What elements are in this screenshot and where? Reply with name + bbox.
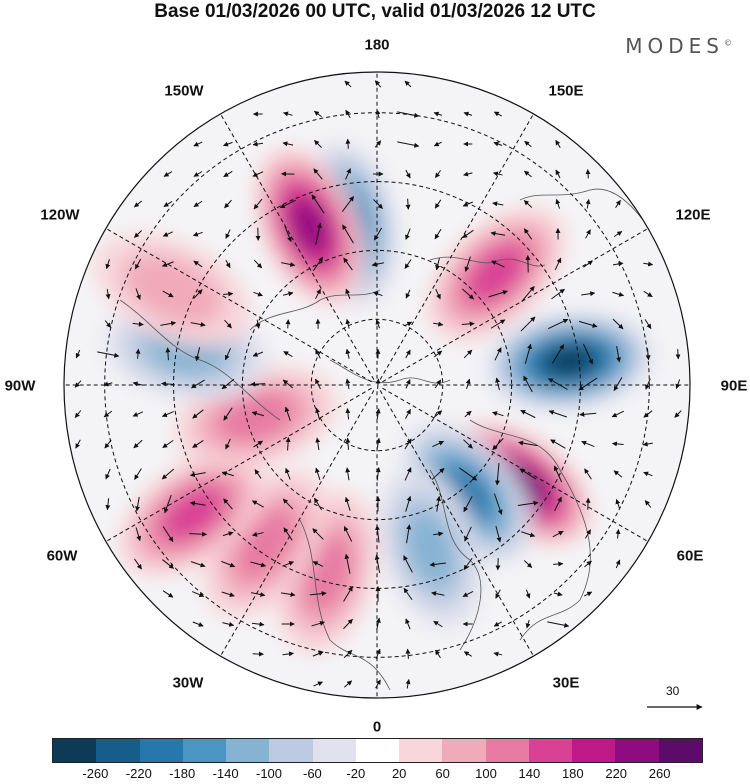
colorbar-cell xyxy=(53,739,96,762)
colorbar-cell xyxy=(529,739,572,762)
colorbar-cell xyxy=(96,739,139,762)
colorbar-cell xyxy=(140,739,183,762)
colorbar-tick: 260 xyxy=(649,766,671,781)
colorbar-tick: -180 xyxy=(169,766,195,781)
colorbar-cell xyxy=(572,739,615,762)
colorbar-cell xyxy=(399,739,442,762)
colorbar-cell xyxy=(183,739,226,762)
lon-label-60w: 60W xyxy=(47,548,78,565)
reference-vector-arrow xyxy=(646,700,706,714)
colorbar-cell xyxy=(269,739,312,762)
lon-label-0: 0 xyxy=(373,719,381,736)
reference-vector-value: 30 xyxy=(666,684,679,698)
colorbar-cell xyxy=(442,739,485,762)
lon-label-60e: 60E xyxy=(677,548,704,565)
colorbar xyxy=(52,738,703,763)
colorbar-cell xyxy=(615,739,658,762)
lon-label-90w: 90W xyxy=(5,378,36,395)
colorbar-tick: -140 xyxy=(213,766,239,781)
colorbar-cell xyxy=(226,739,269,762)
lon-label-30e: 30E xyxy=(553,675,580,692)
colorbar-tick: -220 xyxy=(126,766,152,781)
wind-vector xyxy=(348,139,349,148)
lon-label-120w: 120W xyxy=(40,207,79,224)
colorbar-cell xyxy=(659,739,702,762)
lon-label-180: 180 xyxy=(364,37,389,54)
lon-label-90e: 90E xyxy=(721,378,748,395)
colorbar-tick: 180 xyxy=(562,766,584,781)
colorbar-tick-labels: -260 -220 -180 -140 -100 -60 -20 20 60 100 140 180 2… xyxy=(0,764,750,784)
colorbar-cell xyxy=(313,739,356,762)
wind-vector xyxy=(588,170,589,179)
lon-label-150w: 150W xyxy=(164,83,203,100)
lon-label-30w: 30W xyxy=(173,675,204,692)
colorbar-tick: 140 xyxy=(519,766,541,781)
colorbar-cell xyxy=(356,739,399,762)
colorbar-tick: 20 xyxy=(392,766,406,781)
colorbar-tick: 220 xyxy=(605,766,627,781)
colorbar-tick: -100 xyxy=(256,766,282,781)
colorbar-tick: -20 xyxy=(346,766,365,781)
wind-vector xyxy=(678,349,679,359)
wind-vector xyxy=(288,320,289,329)
colorbar-tick: 100 xyxy=(475,766,497,781)
colorbar-tick: -60 xyxy=(303,766,322,781)
colorbar-tick: 60 xyxy=(435,766,449,781)
wind-vector xyxy=(553,564,563,565)
lon-label-120e: 120E xyxy=(675,207,710,224)
colorbar-cell xyxy=(486,739,529,762)
lon-label-150e: 150E xyxy=(548,83,583,100)
colorbar-tick: -260 xyxy=(82,766,108,781)
